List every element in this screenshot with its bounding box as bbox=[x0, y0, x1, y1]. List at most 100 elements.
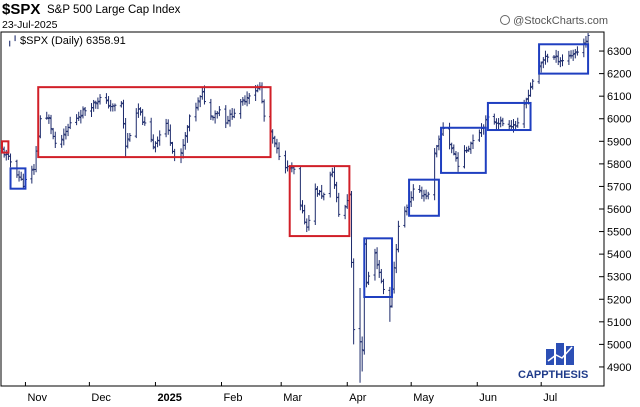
y-tick-label: 5700 bbox=[607, 181, 631, 193]
y-tick-label: 5300 bbox=[607, 272, 631, 284]
ohlc-bar bbox=[456, 152, 460, 172]
ohlc-bar bbox=[477, 129, 481, 142]
chart-date: 23-Jul-2025 bbox=[2, 19, 58, 31]
ohlc-bar bbox=[450, 142, 454, 154]
y-tick-label: 5500 bbox=[607, 227, 631, 239]
x-axis: Nov Dec 2025 Feb Mar Apr May Jun Jul bbox=[24, 382, 557, 404]
ohlc-bar bbox=[426, 191, 430, 200]
ohlc-bar bbox=[247, 93, 251, 105]
capp-logo: CAPPTHESIS bbox=[518, 343, 588, 381]
ohlc-bar bbox=[337, 192, 341, 217]
chart-subtitle: S&P 500 Large Cap Index bbox=[47, 4, 181, 16]
y-tick-label: 4900 bbox=[607, 362, 631, 374]
annotation-box bbox=[288, 165, 351, 238]
ohlc-bar bbox=[531, 79, 535, 90]
ohlc-bar bbox=[452, 144, 456, 156]
ohlc-bar bbox=[126, 133, 130, 149]
ohlc-bar bbox=[529, 82, 533, 97]
ohlc-bar bbox=[360, 336, 364, 372]
y-tick-label: 6200 bbox=[607, 69, 631, 81]
y-tick-label: 6100 bbox=[607, 91, 631, 103]
ohlc-bar bbox=[298, 165, 302, 211]
ohlc-bar bbox=[139, 107, 143, 116]
ohlc-bar bbox=[68, 116, 72, 130]
ohlc-bar bbox=[217, 106, 221, 117]
ohlc-bar bbox=[119, 101, 123, 108]
ohlc-bar bbox=[320, 184, 324, 199]
ohlc-bar bbox=[465, 146, 469, 153]
ohlc-bar bbox=[202, 85, 206, 105]
y-tick-label: 6000 bbox=[607, 114, 631, 126]
y-tick-label: 5900 bbox=[607, 136, 631, 148]
legend-bar-icon: ╷╵ bbox=[7, 35, 18, 47]
ohlc-bar bbox=[98, 94, 102, 105]
ohlc-bar bbox=[121, 99, 125, 129]
ohlc-bar bbox=[554, 49, 558, 63]
ohlc-bar bbox=[241, 97, 245, 106]
ohlc-bar bbox=[128, 132, 132, 142]
ohlc-bar bbox=[79, 109, 83, 124]
ohlc-bar bbox=[471, 134, 475, 149]
annotation-box bbox=[408, 178, 440, 217]
x-tick-label: Dec bbox=[91, 392, 111, 404]
ohlc-bar bbox=[418, 185, 422, 193]
annotation-boxes bbox=[1, 43, 590, 298]
ohlc-bar bbox=[141, 108, 145, 126]
ohlc-bar bbox=[388, 286, 392, 322]
annotation-box bbox=[1, 140, 10, 154]
x-tick-label: Feb bbox=[224, 392, 243, 404]
logo-trend-icon bbox=[547, 346, 573, 362]
ohlc-bar bbox=[561, 54, 565, 67]
y-tick-label: 6300 bbox=[607, 46, 631, 58]
ohlc-bar bbox=[275, 138, 279, 154]
y-tick-label: 5800 bbox=[607, 159, 631, 171]
x-tick-label: Nov bbox=[27, 392, 47, 404]
x-tick-label: 2025 bbox=[157, 392, 181, 404]
ohlc-bar bbox=[273, 135, 277, 148]
ohlc-bar bbox=[575, 46, 579, 56]
ohlc-bar bbox=[9, 153, 13, 168]
ohlc-bar bbox=[107, 96, 111, 109]
ohlc-bar bbox=[83, 107, 87, 116]
annotation-box bbox=[538, 43, 590, 75]
ohlc-bar bbox=[149, 117, 153, 143]
ohlc-bar bbox=[499, 116, 503, 128]
ohlc-bar bbox=[151, 134, 155, 150]
ohlc-bar bbox=[53, 131, 57, 149]
ohlc-bar bbox=[411, 184, 415, 201]
ohlc-bar bbox=[136, 103, 140, 118]
y-tick-label: 5100 bbox=[607, 317, 631, 329]
ohlc-bar bbox=[94, 100, 98, 109]
legend-text: $SPX (Daily) 6358.91 bbox=[20, 35, 126, 47]
ohlc-bar bbox=[381, 278, 385, 295]
ohlc-bar bbox=[30, 165, 34, 184]
ohlc-bar bbox=[373, 248, 377, 281]
ohlc-bar bbox=[185, 125, 189, 143]
ohlc-bar bbox=[45, 111, 49, 120]
x-tick-label: Jul bbox=[543, 392, 557, 404]
ohlc-bar bbox=[77, 111, 81, 122]
ohlc-bar bbox=[92, 99, 96, 112]
annotation-box bbox=[440, 126, 487, 174]
ohlc-bar bbox=[49, 114, 53, 135]
ohlc-bar bbox=[196, 97, 200, 111]
ohlc-bar bbox=[435, 144, 439, 158]
ohlc-bar bbox=[292, 165, 296, 175]
ohlc-bars bbox=[0, 33, 590, 383]
ohlc-bar bbox=[313, 183, 317, 225]
chart-symbol: $SPX bbox=[2, 1, 41, 18]
ohlc-bar bbox=[47, 114, 51, 124]
ohlc-bar bbox=[245, 91, 249, 107]
logo-bar-1 bbox=[546, 349, 554, 365]
ohlc-bar bbox=[469, 141, 473, 154]
logo-text: CAPPTHESIS bbox=[518, 369, 588, 381]
logo-bar-2 bbox=[556, 343, 564, 365]
ohlc-bar bbox=[96, 97, 100, 110]
ohlc-bar bbox=[375, 247, 379, 270]
ohlc-bar bbox=[497, 118, 501, 130]
ohlc-bar bbox=[200, 87, 204, 100]
ohlc-bar bbox=[332, 166, 336, 189]
x-tick-label: Mar bbox=[283, 392, 302, 404]
ohlc-bar bbox=[522, 99, 526, 129]
ohlc-bar bbox=[168, 124, 172, 146]
